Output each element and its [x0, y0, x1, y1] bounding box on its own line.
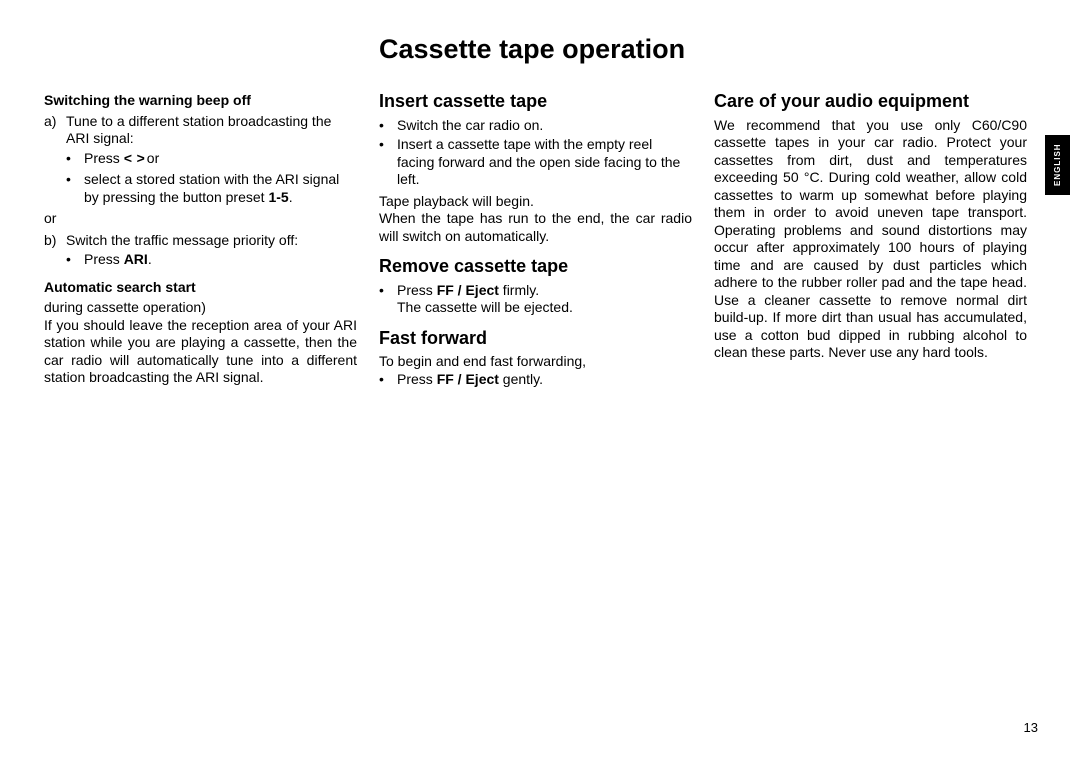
- bullet-item: • Press FF / Eject gently.: [379, 371, 692, 389]
- bullet-item: • select a stored station with the ARI s…: [66, 171, 357, 206]
- list-item-b: b) Switch the traffic message priority o…: [44, 232, 357, 250]
- bullet-body: Press < > or: [84, 150, 357, 170]
- bullet-item: • Press FF / Eject firmly. The cassette …: [379, 282, 692, 317]
- text: gently.: [499, 371, 543, 387]
- list-marker: b): [44, 232, 66, 250]
- subhead-warning-beep: Switching the warning beep off: [44, 92, 357, 110]
- bullet-marker: •: [379, 136, 397, 189]
- or-text: or: [44, 210, 357, 228]
- bold-text: 1-5: [268, 189, 288, 205]
- bullet-marker: •: [379, 117, 397, 135]
- text: .: [148, 251, 152, 267]
- column-2: Insert cassette tape • Switch the car ra…: [379, 90, 692, 390]
- nested-list: • Press < > or • select a stored station…: [66, 150, 357, 207]
- page-number: 13: [1024, 720, 1038, 735]
- bold-text: FF / Eject: [437, 282, 499, 298]
- paragraph: When the tape has run to the end, the ca…: [379, 210, 692, 245]
- bullet-body: Press FF / Eject gently.: [397, 371, 692, 389]
- bullet-marker: •: [66, 150, 84, 170]
- paragraph: To begin and end fast forwarding,: [379, 353, 692, 371]
- bullet-marker: •: [379, 371, 397, 389]
- list-item-a: a) Tune to a different station broadcast…: [44, 113, 357, 148]
- bullet-body: Insert a cassette tape with the empty re…: [397, 136, 692, 189]
- list-body: Tune to a different station broadcasting…: [66, 113, 357, 148]
- bullet-item: • Insert a cassette tape with the empty …: [379, 136, 692, 189]
- section-head-fastforward: Fast forward: [379, 327, 692, 350]
- bold-text: FF / Eject: [437, 371, 499, 387]
- text: Press: [397, 371, 437, 387]
- angle-bracket-icon: < >: [124, 152, 143, 168]
- text: or: [143, 150, 159, 166]
- bullet-body: select a stored station with the ARI sig…: [84, 171, 357, 206]
- language-tab: ENGLISH: [1045, 135, 1070, 195]
- text: firmly.: [499, 282, 539, 298]
- column-3: Care of your audio equipment We recommen…: [714, 90, 1027, 362]
- bullet-item: • Press ARI.: [66, 251, 357, 269]
- bullet-marker: •: [379, 282, 397, 317]
- list-marker: a): [44, 113, 66, 148]
- paragraph: during cassette operation): [44, 299, 357, 317]
- bullet-marker: •: [66, 251, 84, 269]
- bullet-marker: •: [66, 171, 84, 206]
- text: select a stored station with the ARI sig…: [84, 171, 339, 205]
- paragraph: Tape playback will begin.: [379, 193, 692, 211]
- nested-list: • Press ARI.: [66, 251, 357, 269]
- page-title: Cassette tape operation: [379, 34, 685, 65]
- bullet-body: Switch the car radio on.: [397, 117, 692, 135]
- text: Press: [84, 251, 124, 267]
- section-head-care: Care of your audio equipment: [714, 90, 1027, 113]
- list-body: Switch the traffic message priority off:: [66, 232, 357, 250]
- bullet-body: Press ARI.: [84, 251, 357, 269]
- section-head-remove: Remove cassette tape: [379, 255, 692, 278]
- section-head-insert: Insert cassette tape: [379, 90, 692, 113]
- paragraph: If you should leave the reception area o…: [44, 317, 357, 387]
- bullet-body: Press FF / Eject firmly. The cassette wi…: [397, 282, 692, 317]
- text: Press: [397, 282, 437, 298]
- text: .: [289, 189, 293, 205]
- subhead-auto-search: Automatic search start: [44, 279, 357, 297]
- bullet-item: • Switch the car radio on.: [379, 117, 692, 135]
- bullet-item: • Press < > or: [66, 150, 357, 170]
- paragraph: We recommend that you use only C60/C90 c…: [714, 117, 1027, 362]
- column-1: Switching the warning beep off a) Tune t…: [44, 90, 357, 387]
- bold-text: ARI: [124, 251, 148, 267]
- text: Press: [84, 150, 124, 166]
- page-content: Cassette tape operation Switching the wa…: [44, 34, 1040, 734]
- text: The cassette will be ejected.: [397, 299, 573, 315]
